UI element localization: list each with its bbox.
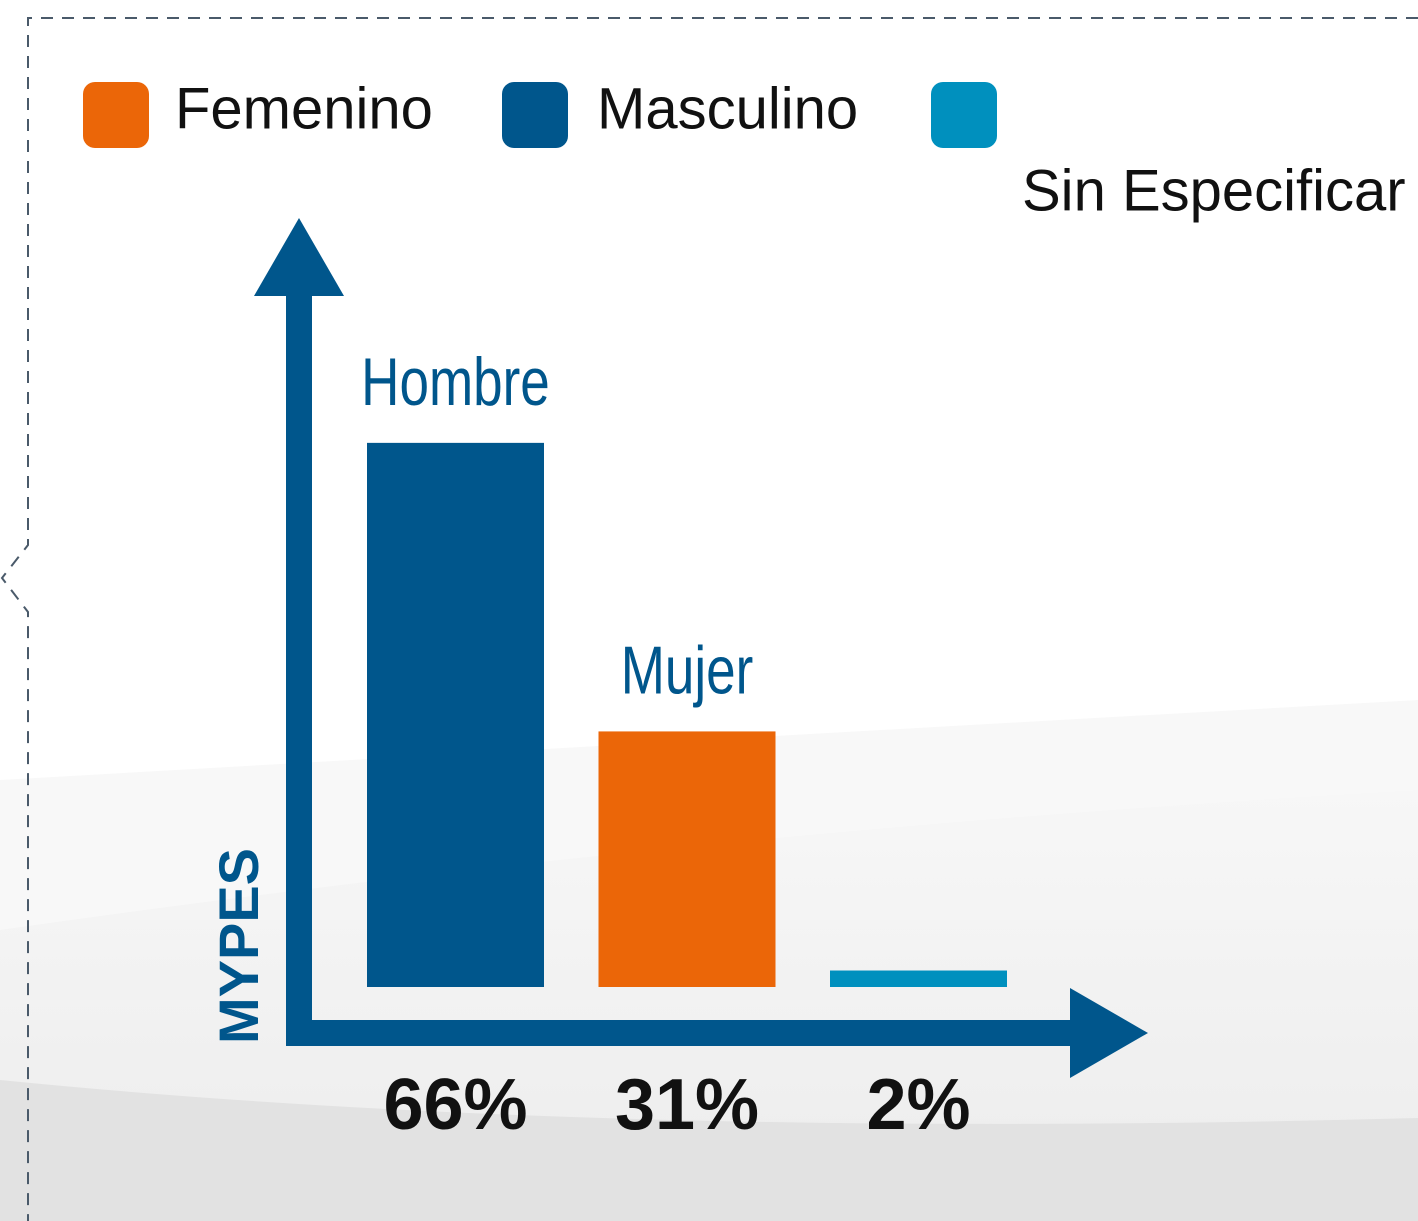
y-axis-arrow [254, 218, 344, 296]
x-axis [286, 1020, 1076, 1046]
legend-label: Femenino [175, 76, 433, 141]
legend-swatch [83, 82, 149, 148]
y-axis-label: MYPES [207, 848, 270, 1044]
legend-label: Sin Especificar [1022, 158, 1406, 223]
legend-swatch [931, 82, 997, 148]
legend-swatch [502, 82, 568, 148]
value-label: 31% [615, 1065, 759, 1145]
category-label: Mujer [621, 632, 754, 708]
background-wave [0, 1080, 1418, 1221]
bar [598, 731, 776, 987]
y-axis [286, 290, 312, 1046]
legend-label: Masculino [597, 76, 858, 141]
x-axis-arrow [1070, 988, 1148, 1078]
category-label: Hombre [361, 343, 550, 419]
bar [367, 442, 544, 987]
axes [254, 218, 1148, 1078]
value-label: 66% [383, 1065, 527, 1145]
value-label: 2% [866, 1065, 970, 1145]
bar [830, 970, 1007, 987]
dashed-border [0, 17, 1418, 1221]
